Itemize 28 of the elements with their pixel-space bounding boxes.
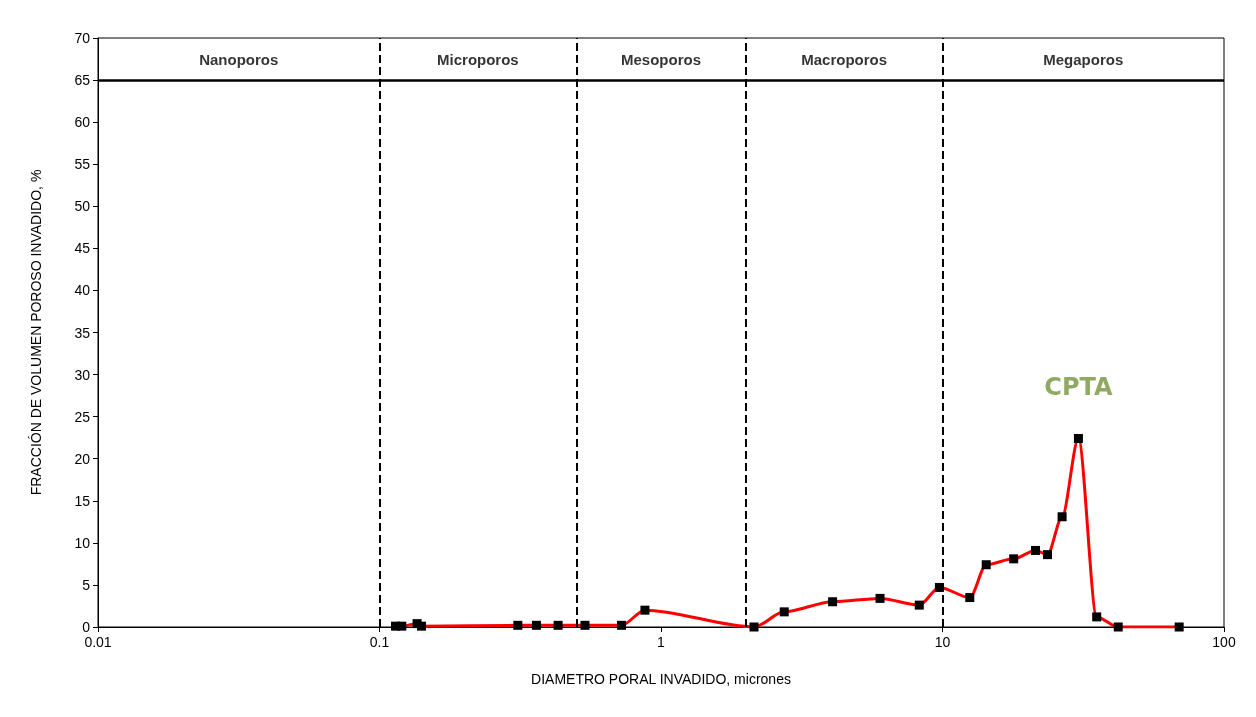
annotation: Mesoporos <box>620 50 702 68</box>
annotation: Microporos <box>437 50 519 68</box>
y-tick-label: 10 <box>74 534 91 551</box>
y-tick-label: 5 <box>82 576 91 593</box>
y-tick-label: 55 <box>74 156 91 173</box>
x-tick-label: 0.01 <box>84 634 112 650</box>
y-tick-label: 25 <box>74 408 91 425</box>
x-tick-label: 10 <box>934 634 951 650</box>
annotation: Nanoporos <box>199 50 279 68</box>
annotation: Macroporos <box>801 50 888 68</box>
x-tick-label: 100 <box>1212 634 1236 650</box>
x-tick-label: 0.1 <box>369 634 390 650</box>
y-tick-label: 0 <box>82 619 91 635</box>
y-tick-label: 35 <box>74 324 91 341</box>
y-tick-label: 65 <box>74 72 91 89</box>
annotation: Megaporos <box>1043 50 1124 68</box>
y-tick-label: 60 <box>74 114 91 131</box>
y-tick-label: 20 <box>74 450 91 467</box>
y-tick-label: 50 <box>74 198 91 215</box>
x-tick-label: 1 <box>657 634 666 650</box>
x-axis-title: DIAMETRO PORAL INVADIDO, micrones <box>531 671 791 687</box>
y-axis-title: FRACCIÓN DE VOLUMEN POROSO INVADIDO, % <box>28 169 44 496</box>
y-tick-label: 15 <box>74 492 91 509</box>
y-tick-label: 30 <box>74 366 91 383</box>
y-tick-label: 40 <box>74 282 91 299</box>
annotation: CPTA <box>1044 372 1113 401</box>
y-tick-label: 70 <box>74 30 91 46</box>
y-tick-label: 45 <box>74 240 91 257</box>
